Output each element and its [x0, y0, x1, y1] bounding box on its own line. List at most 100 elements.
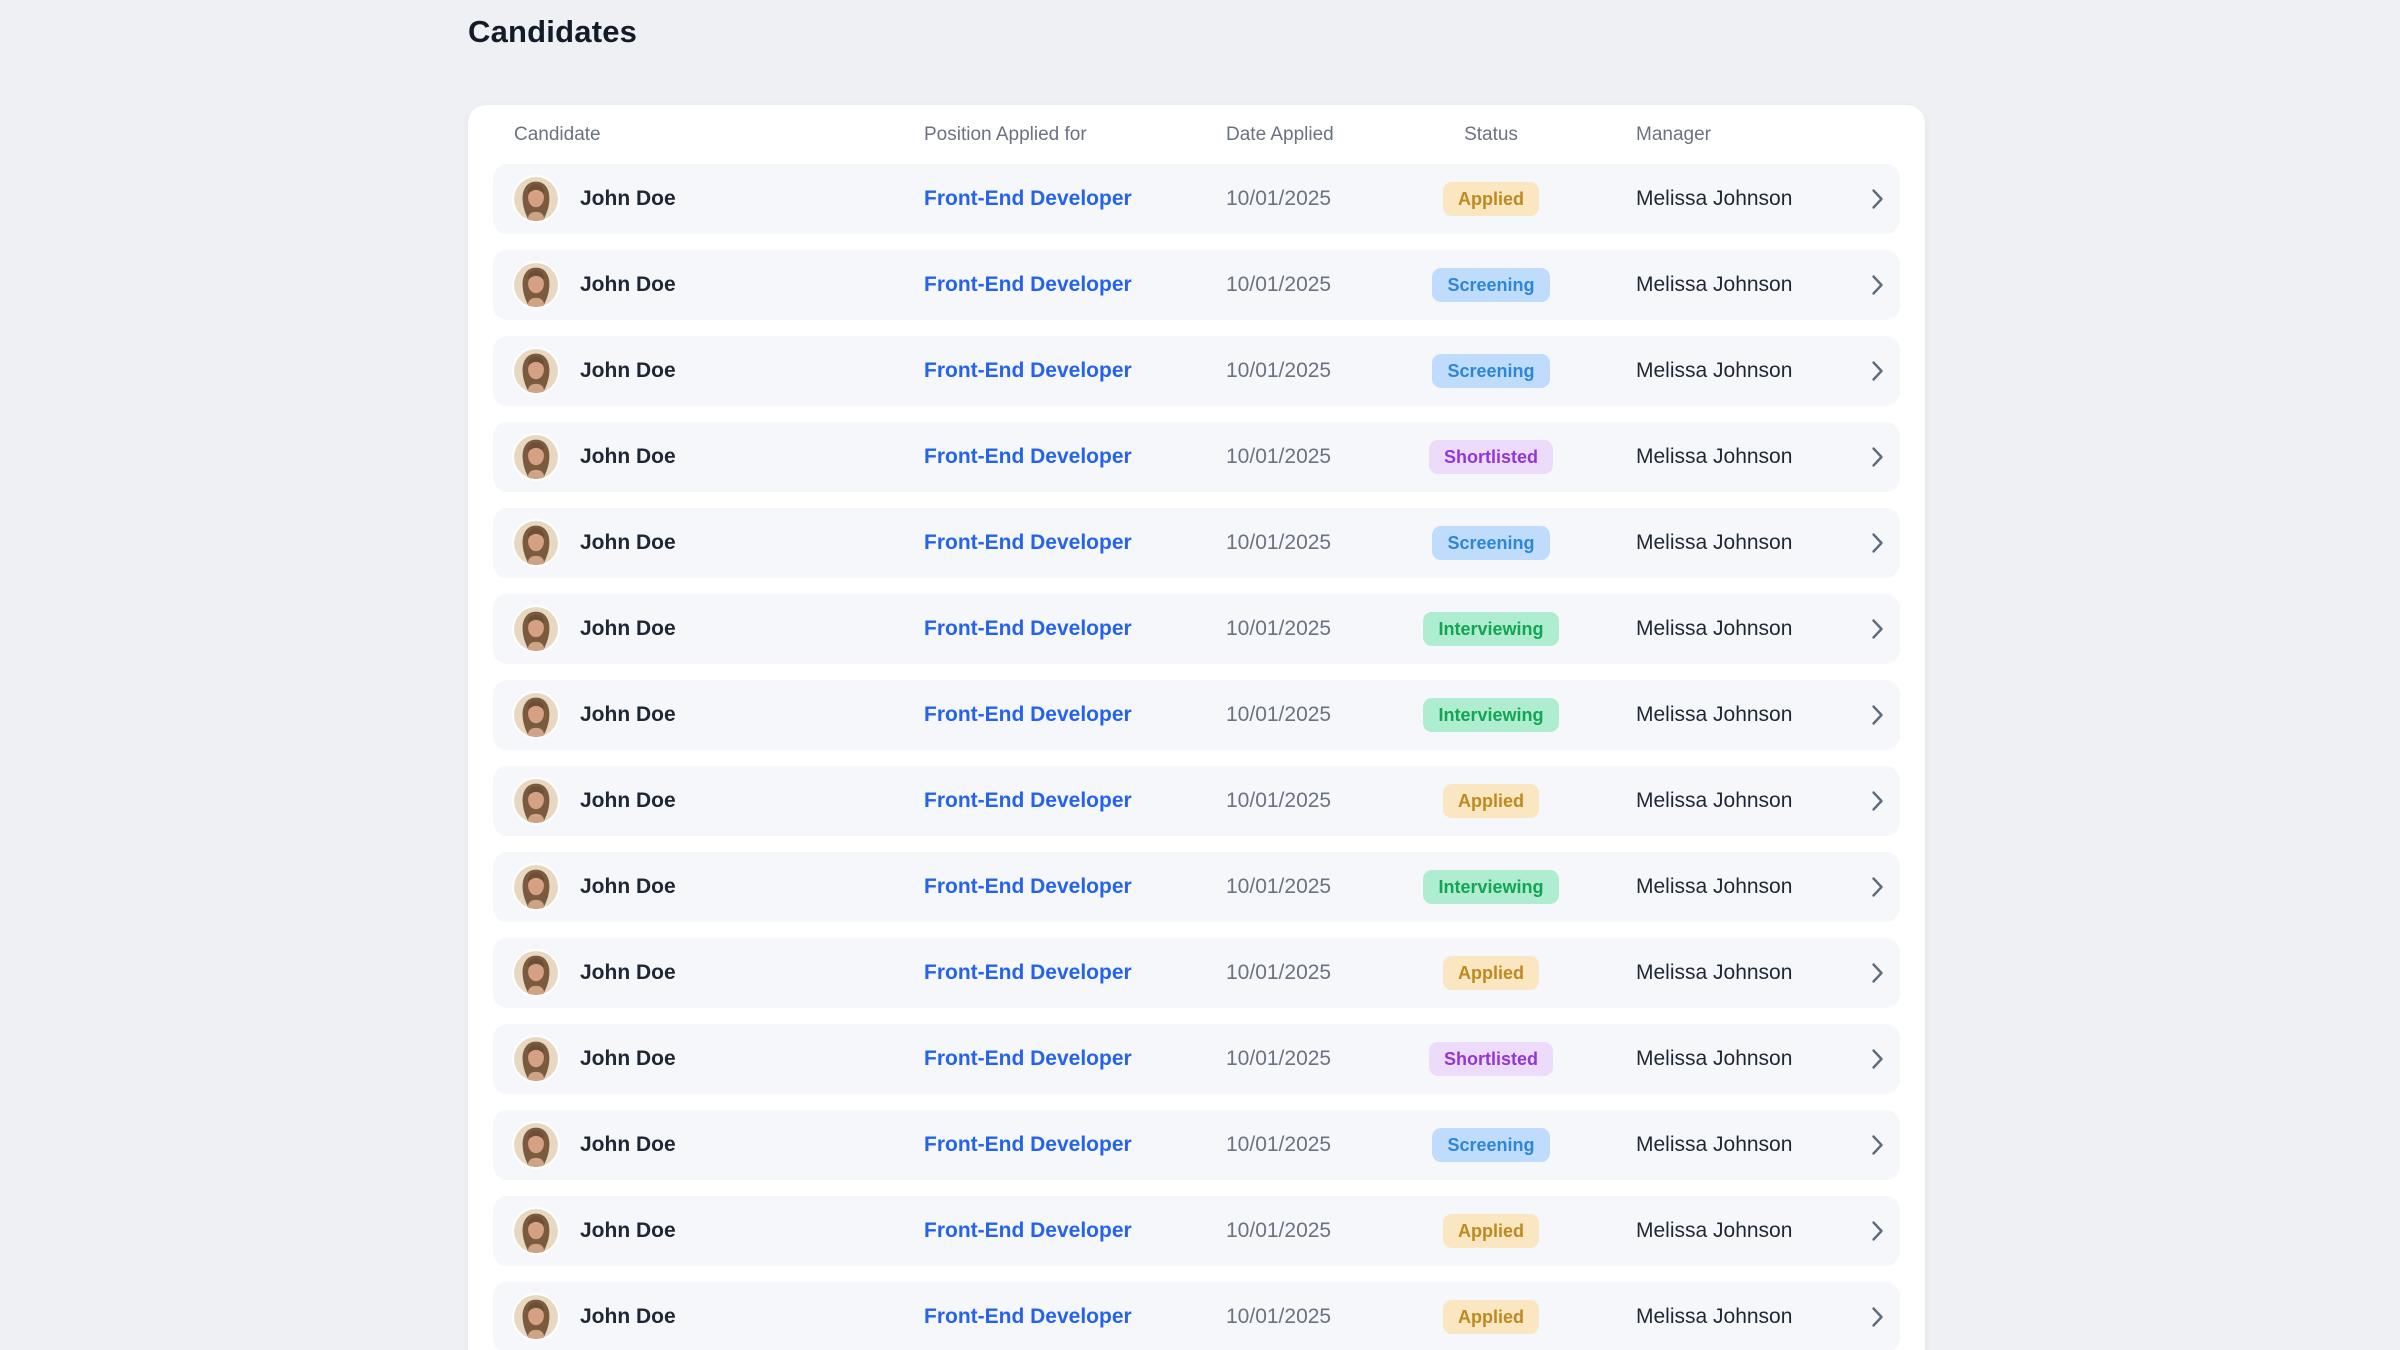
- column-header-status: Status: [1464, 123, 1518, 145]
- column-header-date: Date Applied: [1226, 123, 1334, 145]
- row-chevron-button[interactable]: [1871, 532, 1884, 554]
- woman-portrait-icon: [514, 1209, 558, 1253]
- row-chevron-button[interactable]: [1871, 446, 1884, 468]
- candidate-cell: John Doe: [514, 177, 924, 221]
- chevron-right-icon: [1871, 1221, 1883, 1241]
- position-link[interactable]: Front-End Developer: [924, 1047, 1132, 1070]
- date-applied: 10/01/2025: [1226, 875, 1332, 898]
- candidate-cell: John Doe: [514, 693, 924, 737]
- row-chevron-button[interactable]: [1871, 1048, 1884, 1070]
- candidate-avatar: [514, 607, 558, 651]
- row-chevron-button[interactable]: [1871, 618, 1884, 640]
- manager-name: Melissa Johnson: [1636, 875, 1793, 898]
- position-link[interactable]: Front-End Developer: [924, 1219, 1132, 1242]
- candidate-avatar: [514, 349, 558, 393]
- candidate-cell: John Doe: [514, 1209, 924, 1253]
- status-badge: Screening: [1432, 1128, 1550, 1162]
- woman-portrait-icon: [514, 435, 558, 479]
- position-link[interactable]: Front-End Developer: [924, 531, 1132, 554]
- woman-portrait-icon: [514, 1295, 558, 1339]
- date-applied: 10/01/2025: [1226, 531, 1332, 554]
- status-badge: Shortlisted: [1428, 440, 1553, 474]
- table-row[interactable]: John Doe Front-End Developer 10/01/2025 …: [493, 250, 1900, 320]
- chevron-right-icon: [1871, 619, 1883, 639]
- table-row[interactable]: John Doe Front-End Developer 10/01/2025 …: [493, 766, 1900, 836]
- table-body: John Doe Front-End Developer 10/01/2025 …: [493, 164, 1900, 1350]
- position-link[interactable]: Front-End Developer: [924, 445, 1132, 468]
- chevron-right-icon: [1871, 963, 1883, 983]
- row-chevron-button[interactable]: [1871, 962, 1884, 984]
- table-row[interactable]: John Doe Front-End Developer 10/01/2025 …: [493, 680, 1900, 750]
- manager-name: Melissa Johnson: [1636, 1305, 1793, 1328]
- candidate-cell: John Doe: [514, 435, 924, 479]
- date-applied: 10/01/2025: [1226, 961, 1332, 984]
- position-link[interactable]: Front-End Developer: [924, 875, 1132, 898]
- candidate-avatar: [514, 435, 558, 479]
- manager-name: Melissa Johnson: [1636, 445, 1793, 468]
- chevron-right-icon: [1871, 1049, 1883, 1069]
- table-row[interactable]: John Doe Front-End Developer 10/01/2025 …: [493, 1110, 1900, 1180]
- column-header-position: Position Applied for: [924, 123, 1087, 145]
- position-link[interactable]: Front-End Developer: [924, 703, 1132, 726]
- row-chevron-button[interactable]: [1871, 876, 1884, 898]
- date-applied: 10/01/2025: [1226, 359, 1332, 382]
- position-link[interactable]: Front-End Developer: [924, 1133, 1132, 1156]
- position-link[interactable]: Front-End Developer: [924, 187, 1132, 210]
- woman-portrait-icon: [514, 521, 558, 565]
- table-row[interactable]: John Doe Front-End Developer 10/01/2025 …: [493, 1282, 1900, 1350]
- status-badge: Screening: [1432, 354, 1550, 388]
- date-applied: 10/01/2025: [1226, 789, 1332, 812]
- candidate-name: John Doe: [580, 875, 676, 898]
- date-applied: 10/01/2025: [1226, 617, 1332, 640]
- candidate-avatar: [514, 779, 558, 823]
- table-row[interactable]: John Doe Front-End Developer 10/01/2025 …: [493, 938, 1900, 1008]
- position-link[interactable]: Front-End Developer: [924, 617, 1132, 640]
- position-link[interactable]: Front-End Developer: [924, 1305, 1132, 1328]
- manager-name: Melissa Johnson: [1636, 1133, 1793, 1156]
- candidate-cell: John Doe: [514, 1037, 924, 1081]
- candidate-name: John Doe: [580, 961, 676, 984]
- position-link[interactable]: Front-End Developer: [924, 961, 1132, 984]
- position-link[interactable]: Front-End Developer: [924, 359, 1132, 382]
- date-applied: 10/01/2025: [1226, 703, 1332, 726]
- candidate-cell: John Doe: [514, 865, 924, 909]
- column-header-manager: Manager: [1636, 123, 1711, 145]
- row-chevron-button[interactable]: [1871, 188, 1884, 210]
- table-row[interactable]: John Doe Front-End Developer 10/01/2025 …: [493, 594, 1900, 664]
- table-row[interactable]: John Doe Front-End Developer 10/01/2025 …: [493, 336, 1900, 406]
- chevron-right-icon: [1871, 705, 1883, 725]
- woman-portrait-icon: [514, 693, 558, 737]
- row-chevron-button[interactable]: [1871, 1220, 1884, 1242]
- chevron-right-icon: [1871, 275, 1883, 295]
- table-row[interactable]: John Doe Front-End Developer 10/01/2025 …: [493, 508, 1900, 578]
- table-row[interactable]: John Doe Front-End Developer 10/01/2025 …: [493, 852, 1900, 922]
- date-applied: 10/01/2025: [1226, 187, 1332, 210]
- manager-name: Melissa Johnson: [1636, 961, 1793, 984]
- row-chevron-button[interactable]: [1871, 704, 1884, 726]
- row-chevron-button[interactable]: [1871, 274, 1884, 296]
- chevron-right-icon: [1871, 447, 1883, 467]
- candidate-avatar: [514, 1123, 558, 1167]
- date-applied: 10/01/2025: [1226, 1133, 1332, 1156]
- manager-name: Melissa Johnson: [1636, 1219, 1793, 1242]
- manager-name: Melissa Johnson: [1636, 789, 1793, 812]
- row-chevron-button[interactable]: [1871, 790, 1884, 812]
- date-applied: 10/01/2025: [1226, 273, 1332, 296]
- chevron-right-icon: [1871, 361, 1883, 381]
- candidate-name: John Doe: [580, 531, 676, 554]
- table-row[interactable]: John Doe Front-End Developer 10/01/2025 …: [493, 1196, 1900, 1266]
- table-row[interactable]: John Doe Front-End Developer 10/01/2025 …: [493, 1024, 1900, 1094]
- candidate-avatar: [514, 951, 558, 995]
- manager-name: Melissa Johnson: [1636, 359, 1793, 382]
- woman-portrait-icon: [514, 349, 558, 393]
- position-link[interactable]: Front-End Developer: [924, 789, 1132, 812]
- table-row[interactable]: John Doe Front-End Developer 10/01/2025 …: [493, 422, 1900, 492]
- status-badge: Applied: [1443, 182, 1539, 216]
- row-chevron-button[interactable]: [1871, 360, 1884, 382]
- row-chevron-button[interactable]: [1871, 1134, 1884, 1156]
- woman-portrait-icon: [514, 1123, 558, 1167]
- table-row[interactable]: John Doe Front-End Developer 10/01/2025 …: [493, 164, 1900, 234]
- row-chevron-button[interactable]: [1871, 1306, 1884, 1328]
- position-link[interactable]: Front-End Developer: [924, 273, 1132, 296]
